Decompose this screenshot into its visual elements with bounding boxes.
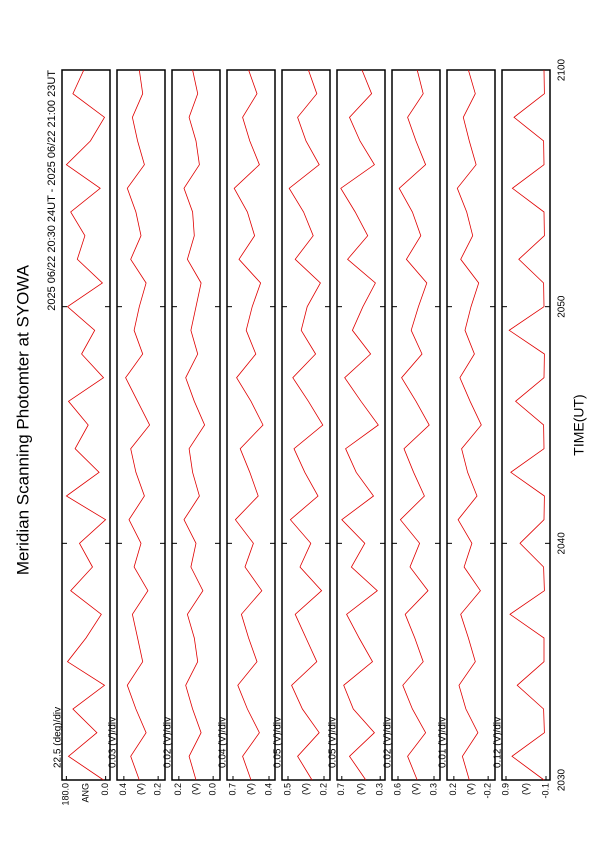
- unit-label: (V): [245, 783, 255, 795]
- y-tick-label: 0.7: [227, 783, 237, 796]
- trace: [65, 69, 107, 781]
- trace: [456, 69, 482, 781]
- panel-frame: [116, 69, 166, 781]
- trace: [288, 69, 324, 781]
- y-tick-label: 0.3: [428, 783, 438, 796]
- scale-label: 0.02 (V)/div: [163, 717, 174, 768]
- scale-label: 0.05 (V)/div: [273, 717, 284, 768]
- unit-label: (V): [410, 783, 420, 795]
- unit-label: (V): [355, 783, 365, 795]
- unit-label: (V): [520, 783, 530, 795]
- y-tick-label: 0.0: [208, 783, 218, 796]
- chart-subtitle: 2025 06/22 20:30 24UT - 2025 06/22 21:00…: [46, 70, 58, 311]
- y-tick-label: 180.0: [61, 783, 71, 806]
- scale-label: 0.01 (V)/div: [438, 717, 449, 768]
- scale-label: 0.03 (V)/div: [108, 717, 119, 768]
- panel-frame: [391, 69, 441, 781]
- panel-frame: [281, 69, 331, 781]
- scale-label: 0.02 (V)/div: [383, 717, 394, 768]
- unit-label: (V): [300, 783, 310, 795]
- y-tick-label: 0.2: [448, 783, 458, 796]
- scale-label: 0.12 (V)/div: [493, 717, 504, 768]
- y-tick-label: 0.4: [263, 783, 273, 796]
- x-tick-label: 2040: [557, 532, 568, 555]
- y-tick-label: 0.4: [118, 783, 128, 796]
- trace: [125, 69, 151, 781]
- x-tick-label: 2030: [557, 768, 568, 791]
- chart-title: Meridian Scanning Photomter at SYOWA: [13, 264, 32, 575]
- unit-label: (V): [465, 783, 475, 795]
- y-tick-label: -0.2: [483, 783, 493, 799]
- y-tick-label: -0.1: [540, 783, 550, 799]
- x-tick-label: 2100: [557, 58, 568, 81]
- x-tick-label: 2050: [557, 295, 568, 318]
- trace: [398, 69, 430, 781]
- scale-label: 22.5 (deg)/div: [53, 707, 64, 768]
- scale-label: 0.04 (V)/div: [218, 717, 229, 768]
- y-tick-label: 0.0: [100, 783, 110, 796]
- panel-frame: [501, 69, 551, 781]
- panel-frame: [61, 69, 111, 781]
- unit-label: (V): [135, 783, 145, 795]
- trace: [340, 69, 379, 781]
- x-axis-label: TIME(UT): [571, 394, 587, 455]
- trace: [233, 69, 264, 781]
- y-tick-label: 0.2: [153, 783, 163, 796]
- trace: [508, 69, 545, 781]
- unit-label: ANG: [80, 783, 90, 803]
- unit-label: (V): [190, 783, 200, 795]
- y-tick-label: 0.6: [392, 783, 402, 796]
- y-tick-label: 0.9: [500, 783, 510, 796]
- panel-frame: [336, 69, 386, 781]
- y-tick-label: 0.2: [318, 783, 328, 796]
- y-tick-label: 0.7: [336, 783, 346, 796]
- y-tick-label: 0.2: [173, 783, 183, 796]
- panel-frame: [171, 69, 221, 781]
- panel-frame: [226, 69, 276, 781]
- panel-frame: [446, 69, 496, 781]
- rotated-plot: Meridian Scanning Photomter at SYOWA 202…: [13, 58, 586, 805]
- trace: [183, 69, 206, 781]
- y-tick-label: 0.3: [375, 783, 385, 796]
- scale-label: 0.05 (V)/div: [328, 717, 339, 768]
- y-tick-label: 0.5: [282, 783, 292, 796]
